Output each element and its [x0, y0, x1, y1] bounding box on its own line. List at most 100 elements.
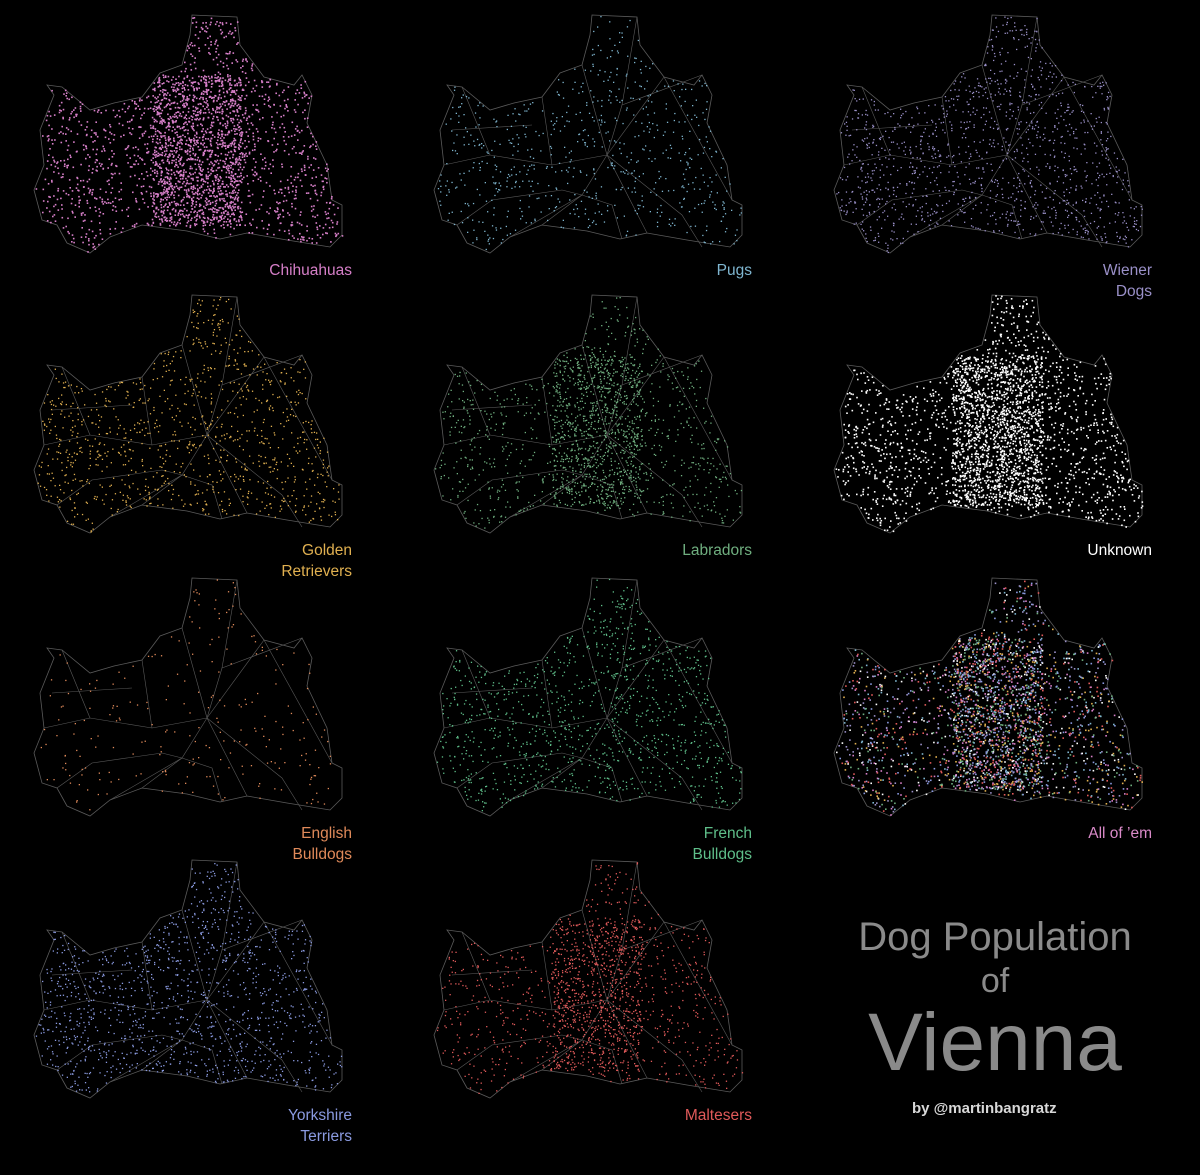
dog-dots: [436, 578, 742, 812]
district-boundary: [606, 999, 648, 1079]
dog-dots: [836, 16, 1143, 254]
dog-dots: [35, 17, 344, 253]
panel-yorkshire-terriers: Yorkshire Terriers: [32, 859, 352, 1145]
district-boundary: [443, 154, 608, 166]
vienna-map-all-of-em: [833, 577, 1143, 817]
dog-dots: [35, 863, 343, 1093]
district-boundary: [606, 154, 703, 248]
district-boundary: [606, 434, 703, 528]
label-chihuahuas: Chihuahuas: [269, 262, 352, 279]
label-french-bulldogs: French Bulldogs: [692, 825, 752, 863]
district-boundary: [51, 969, 133, 976]
district-boundary: [51, 404, 133, 411]
panel-chihuahuas: Chihuahuas: [32, 14, 352, 285]
district-boundary: [181, 474, 223, 520]
district-boundary: [141, 909, 208, 1071]
vienna-map-labradors: [433, 294, 743, 534]
vienna-map-french-bulldogs: [433, 577, 743, 817]
dog-dots: [836, 580, 1143, 816]
district-boundary: [851, 124, 933, 131]
district-boundary: [56, 752, 183, 789]
district-boundary: [51, 687, 133, 694]
district-boundary: [451, 124, 533, 131]
district-boundary: [109, 1039, 183, 1083]
label-yorkshire-terriers: Yorkshire Terriers: [287, 1107, 352, 1145]
district-boundary: [581, 1039, 623, 1085]
district-boundary: [663, 356, 733, 481]
title-line-2: of: [980, 962, 1010, 1000]
district-boundary: [461, 931, 491, 1001]
district-boundary: [663, 76, 733, 201]
district-boundary: [1006, 154, 1048, 234]
district-boundary: [861, 86, 891, 156]
district-boundary: [221, 354, 303, 386]
district-boundary: [206, 999, 248, 1079]
district-boundary: [663, 639, 733, 764]
district-boundary: [206, 717, 248, 797]
panel-pugs: Pugs: [432, 14, 752, 285]
district-boundary: [206, 639, 265, 719]
district-boundary: [1063, 76, 1133, 201]
district-boundary: [509, 474, 583, 518]
district-boundary: [621, 74, 703, 106]
label-unknown: Unknown: [1087, 542, 1152, 559]
district-boundary: [206, 434, 303, 528]
district-boundary: [181, 757, 223, 803]
district-boundary: [456, 189, 583, 226]
district-boundary: [461, 366, 491, 436]
dog-dots: [40, 579, 332, 811]
district-boundary: [461, 649, 491, 719]
dog-dots: [37, 297, 340, 533]
dog-dots: [436, 862, 744, 1094]
title-line-1: Dog Population: [858, 915, 1132, 959]
district-boundary: [541, 627, 608, 789]
vienna-map-wiener-dogs: [833, 14, 1143, 254]
district-boundary: [443, 999, 608, 1011]
district-boundary: [461, 86, 491, 156]
panel-unknown: Unknown: [832, 294, 1152, 565]
city-outline: [433, 294, 743, 534]
vienna-map-yorkshire-terriers: [33, 859, 343, 1099]
district-boundary: [606, 639, 665, 719]
author-credit: by @martinbangratz: [912, 1100, 1057, 1117]
panel-labradors: Labradors: [432, 294, 752, 565]
district-boundary: [141, 344, 208, 506]
district-boundary: [541, 344, 608, 506]
district-boundary: [541, 96, 553, 166]
dog-dots: [437, 16, 742, 251]
district-boundary: [141, 659, 153, 729]
district-boundary: [606, 921, 665, 1001]
district-boundary: [451, 404, 533, 411]
district-boundary: [221, 919, 303, 951]
panel-all-of-em: All of ’em: [832, 577, 1152, 848]
district-boundary: [456, 752, 583, 789]
district-boundary: [56, 469, 183, 506]
district-boundary: [43, 999, 208, 1011]
district-boundary: [263, 356, 333, 481]
vienna-map-english-bulldogs: [33, 577, 343, 817]
label-golden-retrievers: Golden Retrievers: [281, 542, 352, 580]
district-boundary: [509, 757, 583, 801]
label-all-of-em: All of ’em: [1088, 825, 1152, 842]
label-english-bulldogs: English Bulldogs: [292, 825, 352, 863]
district-boundary: [1006, 154, 1103, 248]
district-boundary: [206, 356, 265, 436]
district-boundary: [443, 434, 608, 446]
district-boundary: [456, 469, 583, 506]
district-boundary: [206, 999, 303, 1093]
district-boundary: [61, 649, 91, 719]
district-boundary: [941, 64, 1008, 226]
title-line-3: Vienna: [868, 997, 1122, 1088]
city-outline: [33, 577, 343, 817]
district-boundary: [541, 64, 608, 226]
district-boundary: [621, 637, 703, 669]
vienna-map-unknown: [833, 294, 1144, 534]
district-boundary: [181, 1039, 223, 1085]
district-boundary: [451, 969, 533, 976]
district-boundary: [61, 931, 91, 1001]
district-boundary: [141, 627, 208, 789]
district-boundary: [621, 919, 703, 951]
district-boundary: [141, 941, 153, 1011]
district-boundary: [109, 757, 183, 801]
